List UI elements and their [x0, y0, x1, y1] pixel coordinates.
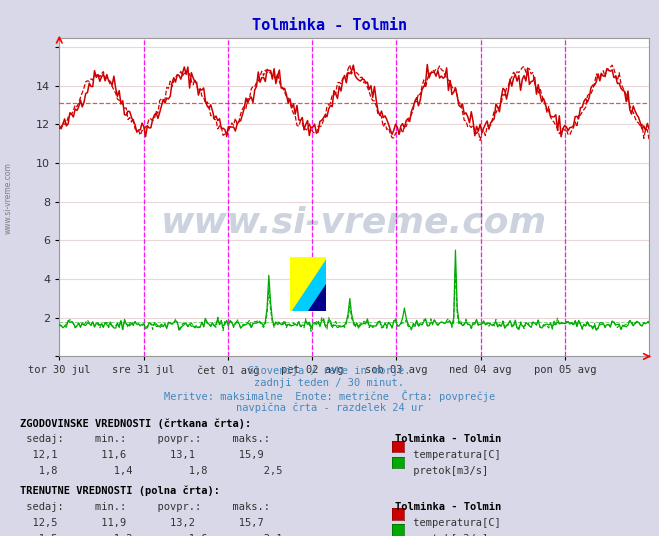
Polygon shape — [308, 284, 326, 311]
Text: 1,8         1,4         1,8         2,5: 1,8 1,4 1,8 2,5 — [20, 466, 282, 477]
Text: www.si-vreme.com: www.si-vreme.com — [161, 205, 547, 240]
Text: temperatura[C]: temperatura[C] — [407, 518, 501, 528]
Polygon shape — [290, 257, 326, 311]
Text: Meritve: maksimalne  Enote: metrične  Črta: povprečje: Meritve: maksimalne Enote: metrične Črta… — [164, 390, 495, 402]
Text: navpična črta - razdelek 24 ur: navpična črta - razdelek 24 ur — [236, 403, 423, 413]
Text: sedaj:     min.:     povpr.:     maks.:: sedaj: min.: povpr.: maks.: — [20, 502, 270, 512]
Polygon shape — [290, 257, 326, 311]
Text: Tolminka - Tolmin: Tolminka - Tolmin — [395, 502, 501, 512]
Text: 12,1       11,6       13,1       15,9: 12,1 11,6 13,1 15,9 — [20, 450, 264, 460]
Polygon shape — [308, 257, 326, 311]
Text: 1,5         1,2         1,6         3,1: 1,5 1,2 1,6 3,1 — [20, 534, 282, 536]
Text: 12,5       11,9       13,2       15,7: 12,5 11,9 13,2 15,7 — [20, 518, 264, 528]
Text: Tolminka - Tolmin: Tolminka - Tolmin — [395, 434, 501, 444]
Polygon shape — [290, 257, 326, 311]
Text: Tolminka - Tolmin: Tolminka - Tolmin — [252, 18, 407, 33]
Text: www.si-vreme.com: www.si-vreme.com — [3, 162, 13, 234]
Text: TRENUTNE VREDNOSTI (polna črta):: TRENUTNE VREDNOSTI (polna črta): — [20, 486, 219, 496]
Text: sedaj:     min.:     povpr.:     maks.:: sedaj: min.: povpr.: maks.: — [20, 434, 270, 444]
Text: pretok[m3/s]: pretok[m3/s] — [407, 466, 488, 477]
Text: zadnji teden / 30 minut.: zadnji teden / 30 minut. — [254, 378, 405, 388]
Text: pretok[m3/s]: pretok[m3/s] — [407, 534, 488, 536]
Polygon shape — [290, 257, 326, 311]
Text: Slovenija / reke in morje.: Slovenija / reke in morje. — [248, 366, 411, 376]
Text: temperatura[C]: temperatura[C] — [407, 450, 501, 460]
Polygon shape — [308, 284, 326, 311]
Text: ZGODOVINSKE VREDNOSTI (črtkana črta):: ZGODOVINSKE VREDNOSTI (črtkana črta): — [20, 418, 251, 429]
Polygon shape — [290, 257, 326, 311]
